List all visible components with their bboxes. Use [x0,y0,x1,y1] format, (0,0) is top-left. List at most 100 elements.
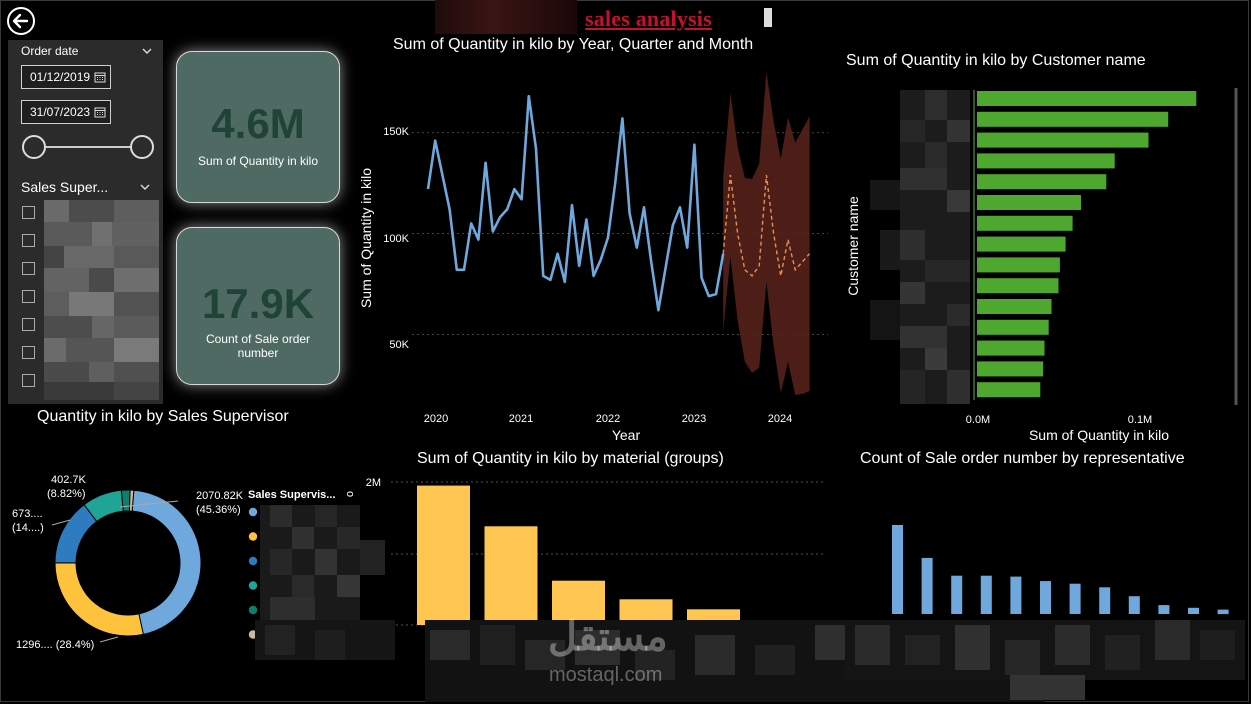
customer-bar [977,236,1066,252]
customer-bar [977,91,1197,106]
kpi-value: 4.6M [211,100,305,147]
date-range-slider[interactable] [20,134,156,160]
donut-label: 402.7K [51,474,87,486]
y-tick-label: 50K [389,339,409,351]
sales-supervisor-label: Sales Super... [21,179,109,195]
supervisor-checkbox[interactable] [22,318,35,331]
line-chart-title: Sum of Quantity in kilo by Year, Quarter… [393,36,754,53]
x-tick-label: 0.1M [1128,414,1152,426]
calendar-icon[interactable] [94,106,106,118]
customer-bar [977,340,1045,356]
customer-bar [977,278,1059,294]
line-chart[interactable]: 150K 100K 50K 2020 2021 2022 2023 2024 Y… [350,60,840,445]
material-bar-chart[interactable]: 2M [355,470,830,630]
supervisor-checkbox[interactable] [22,374,35,387]
kpi-label: Count of Sale order number [205,332,311,360]
rep-bar [921,557,933,614]
x-axis-title: Sum of Quantity in kilo [1029,427,1169,443]
end-date-input[interactable]: 31/07/2023 [21,100,111,124]
customer-bar [977,361,1044,377]
supervisor-checkbox[interactable] [22,262,35,275]
end-date-value: 31/07/2023 [30,105,91,119]
supervisor-checkbox[interactable] [22,234,35,247]
x-tick-label: 0.0M [966,414,990,426]
customer-bar-chart[interactable]: 0.0M 0.1M Sum of Quantity in kilo Custom… [840,80,1245,445]
material-bar [484,526,538,625]
start-date-value: 01/12/2019 [30,70,91,84]
x-axis-title: Year [612,427,641,443]
customer-bar [977,132,1149,148]
order-date-label: Order date [21,44,79,58]
donut-slice [54,562,144,637]
rep-bar [980,575,992,614]
customer-bar [977,299,1052,314]
rep-bar [892,525,903,614]
x-tick-label: 2023 [682,413,706,425]
rep-bar [1188,607,1199,614]
kpi-value: 17.9K [201,280,315,327]
quantity-series-line [426,94,725,312]
customer-bar [977,257,1060,273]
customer-bar [977,215,1073,231]
supervisor-checkbox[interactable] [22,206,35,219]
rep-bar [951,575,963,614]
kpi-label: Sum of Quantity in kilo [197,154,319,168]
chevron-down-icon[interactable] [142,46,152,56]
x-tick-label: 2024 [768,413,792,425]
legend-swatch [248,507,258,517]
rep-bar-chart[interactable] [845,470,1245,620]
kpi-card-quantity: 4.6M Sum of Quantity in kilo [176,51,340,203]
donut-label: 1296.... (28.4%) [16,639,94,651]
slider-end-handle [130,135,154,159]
customer-bar [977,153,1115,169]
chevron-down-icon[interactable] [140,182,150,192]
customer-chart-title: Sum of Quantity in kilo by Customer name [846,52,1146,69]
y-tick-label: 150K [383,126,409,138]
rep-bar [1040,581,1051,614]
rep-chart-title: Count of Sale order number by representa… [860,450,1185,467]
redacted-supervisor-names [44,200,159,400]
x-tick-label: 2021 [509,413,533,425]
legend-swatch [248,532,258,541]
customer-bar [977,195,1081,210]
watermark-logo: مستقل [548,615,668,659]
rep-bar [1069,583,1081,614]
customer-bar [977,319,1049,335]
supervisor-checkbox[interactable] [22,346,35,359]
legend-swatch [248,581,258,590]
supervisor-checkbox[interactable] [22,290,35,303]
watermark-logo-text: mostaql.com [549,664,663,686]
legend-swatch [248,605,258,615]
back-arrow-icon[interactable] [6,6,36,36]
calendar-icon[interactable] [94,71,106,83]
legend-swatch [248,556,258,566]
slider-start-handle [22,135,46,159]
material-bar [417,485,470,625]
rep-bar [1099,587,1111,614]
donut-label: (45.36%) [196,504,241,516]
donut-chart-title: Quantity in kilo by Sales Supervisor [37,408,289,425]
x-tick-label: 2020 [424,413,448,425]
rep-bar [1010,576,1022,614]
legend-title: Sales Supervis... [248,489,335,501]
title-redacted-area [435,0,577,34]
x-tick-label: 2022 [596,413,620,425]
y-axis-title: Customer name [845,196,861,296]
start-date-input[interactable]: 01/12/2019 [21,65,111,89]
customer-bar [977,174,1107,190]
customer-bar [977,111,1169,127]
donut-label: (14....) [12,522,44,534]
material-chart-title: Sum of Quantity in kilo by material (gro… [417,450,724,467]
donut-label: (8.82%) [47,488,86,500]
forecast-series-line [722,174,811,277]
donut-slice [120,489,131,512]
material-bar [552,580,605,625]
donut-label: 2070.82K [196,490,244,502]
rep-bar [1128,596,1140,614]
donut-label: 673.... [12,508,43,520]
report-title: sales analysis [585,6,712,31]
rep-bar [1217,609,1229,615]
y-tick-label: 100K [383,233,409,245]
legend-scroll-indicator: o [344,491,356,497]
customer-bar [977,382,1041,398]
